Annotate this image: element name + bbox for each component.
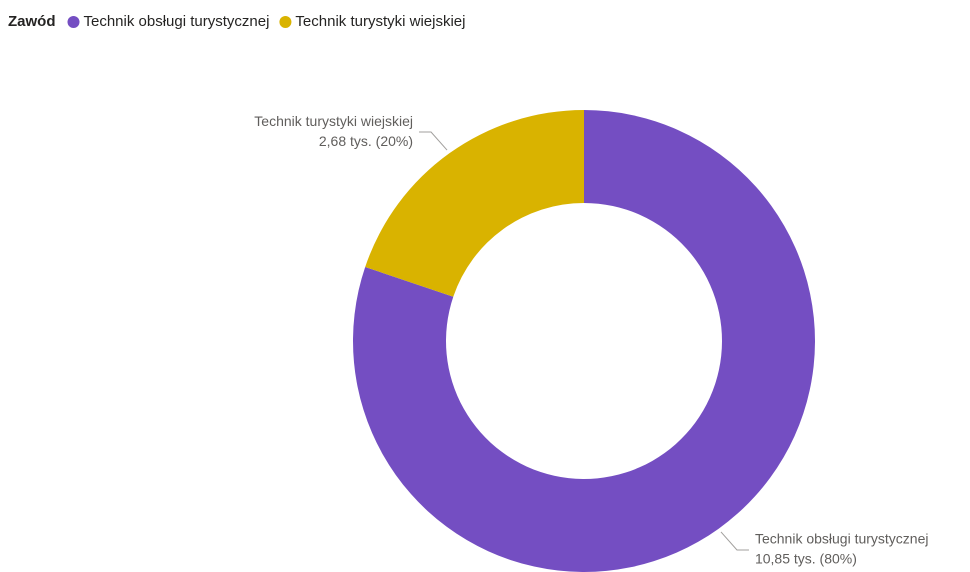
data-label: 2,68 tys. (20%) [319, 133, 413, 149]
leader-line [720, 531, 749, 551]
legend-title: Zawód [8, 13, 56, 30]
data-label-name: Technik turystyki wiejskiej [254, 113, 413, 129]
donut-slice [365, 110, 584, 297]
data-label: 10,85 tys. (80%) [755, 551, 857, 567]
legend-marker [67, 16, 80, 28]
donut-slice [352, 110, 816, 572]
legend-label: Technik turystyki wiejskiej [295, 13, 465, 30]
legend-marker [279, 16, 292, 28]
legend-label: Technik obsługi turystycznej [84, 13, 270, 30]
data-label-name: Technik obsługi turystycznej [755, 531, 929, 547]
leader-line [419, 131, 448, 151]
